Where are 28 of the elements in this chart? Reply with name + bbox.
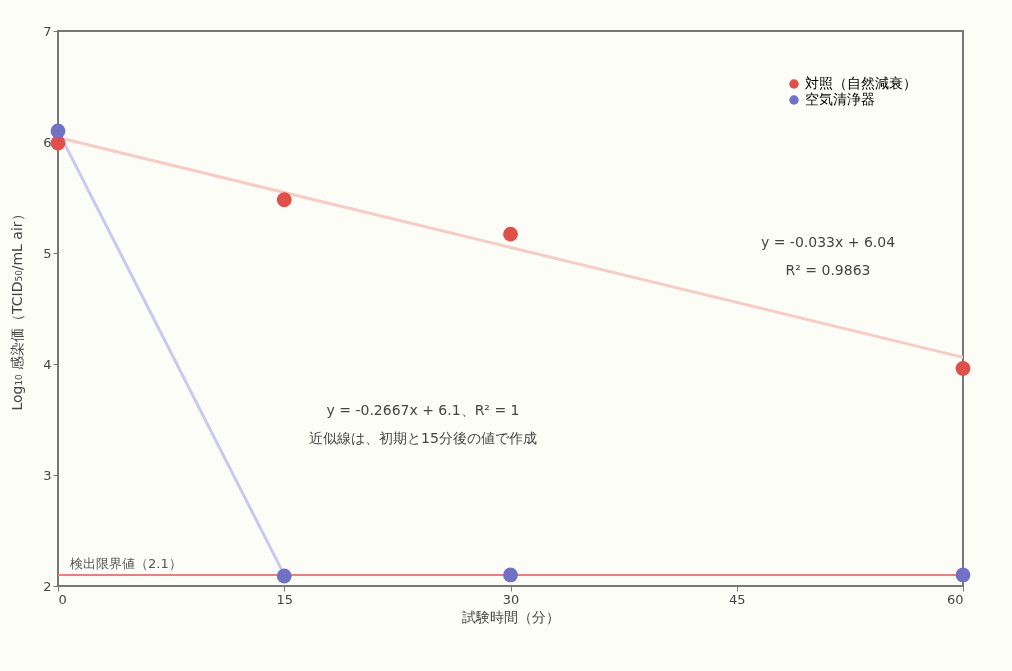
y-axis-title: Log₁₀ 感染価（TCID₅₀/mL air） xyxy=(9,207,26,411)
point xyxy=(276,568,292,584)
ref-line-label: 検出限界値（2.1） xyxy=(70,555,182,571)
point xyxy=(503,226,518,242)
annotation: R² = 0.9863 xyxy=(785,262,871,278)
y-tick-label: 5 xyxy=(43,245,52,261)
annotation: 近似線は、初期と15分後の値で作成 xyxy=(309,430,537,446)
annotation: y = -0.2667x + 6.1、R² = 1 xyxy=(326,402,520,418)
y-tick-label: 7 xyxy=(43,23,52,39)
legend-label: 対照（自然減衰） xyxy=(805,75,917,91)
x-tick-label: 15 xyxy=(276,591,294,607)
point xyxy=(503,567,518,583)
legend-label: 空気清浄器 xyxy=(805,91,875,107)
x-tick-label: 60 xyxy=(946,591,964,607)
point xyxy=(50,135,66,151)
y-tick-label: 4 xyxy=(43,356,52,372)
y-tick-label: 3 xyxy=(43,467,52,483)
x-axis-title: 試験時間（分） xyxy=(462,608,560,625)
point xyxy=(50,123,66,139)
x-tick-label: 30 xyxy=(502,591,520,607)
x-tick-label: 0 xyxy=(58,591,67,607)
x-tick-label: 45 xyxy=(728,591,746,607)
y-tick-label: 6 xyxy=(43,134,52,150)
point xyxy=(955,567,971,583)
point xyxy=(276,192,292,208)
annotation: y = -0.033x + 6.04 xyxy=(760,234,896,250)
point xyxy=(955,361,971,376)
y-tick-label: 2 xyxy=(43,578,52,594)
